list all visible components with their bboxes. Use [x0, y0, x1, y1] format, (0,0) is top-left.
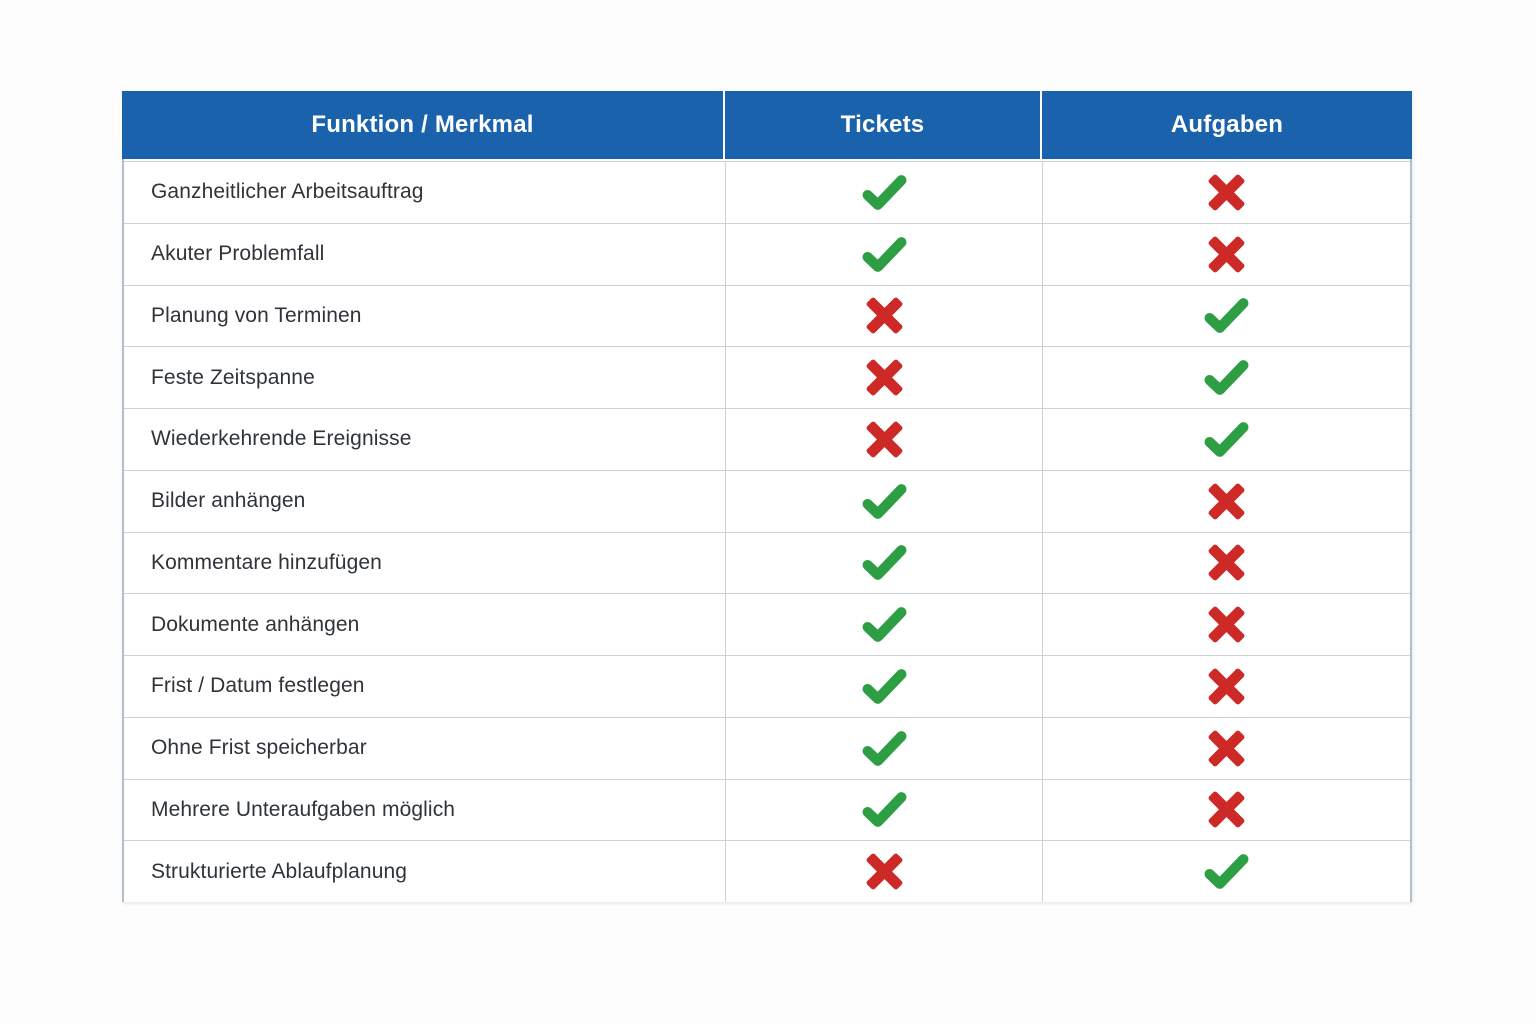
- check-icon: [862, 730, 906, 766]
- feature-label: Dokumente anhängen: [151, 612, 360, 636]
- table-row: Ohne Frist speicherbar: [124, 716, 1410, 779]
- cross-icon: [866, 359, 902, 396]
- cross-icon: [1208, 483, 1245, 520]
- check-icon: [862, 668, 906, 704]
- tickets-cell: [725, 223, 1042, 285]
- tickets-cell: [725, 594, 1042, 655]
- column-header-aufgaben: Aufgaben: [1040, 91, 1412, 159]
- table-row: Kommentare hinzufügen: [124, 531, 1410, 594]
- tickets-cell: [725, 347, 1042, 408]
- tickets-cell: [725, 656, 1042, 717]
- cross-icon: [1208, 606, 1245, 643]
- table-row: Feste Zeitspanne: [124, 346, 1410, 408]
- cross-icon: [866, 297, 902, 334]
- feature-label: Ganzheitlicher Arbeitsauftrag: [151, 180, 424, 204]
- cross-icon: [1208, 668, 1245, 705]
- aufgaben-cell: [1042, 656, 1410, 717]
- tickets-cell: [725, 717, 1042, 779]
- check-icon: [862, 792, 906, 828]
- aufgaben-cell: [1042, 717, 1410, 779]
- tickets-cell: [725, 779, 1042, 841]
- cross-icon: [1208, 791, 1245, 828]
- table-row: Planung von Terminen: [124, 284, 1410, 347]
- aufgaben-cell: [1042, 532, 1410, 594]
- aufgaben-cell: [1042, 409, 1410, 470]
- table-row: Wiederkehrende Ereignisse: [124, 408, 1410, 470]
- table-row: Ganzheitlicher Arbeitsauftrag: [124, 161, 1410, 223]
- check-icon: [862, 545, 906, 581]
- check-icon: [862, 607, 906, 643]
- table-row: Frist / Datum festlegen: [124, 655, 1410, 717]
- tickets-cell: [725, 841, 1042, 902]
- check-icon: [1204, 854, 1249, 890]
- check-icon: [1204, 360, 1249, 396]
- table-row: Strukturierte Ablaufplanung: [124, 840, 1410, 902]
- feature-label: Kommentare hinzufügen: [151, 550, 382, 574]
- table-row: Mehrere Unteraufgaben möglich: [124, 778, 1410, 841]
- feature-label: Bilder anhängen: [151, 489, 306, 513]
- cross-icon: [866, 421, 902, 458]
- aufgaben-cell: [1042, 594, 1410, 655]
- feature-label: Feste Zeitspanne: [151, 365, 315, 389]
- check-icon: [1204, 298, 1249, 334]
- check-icon: [862, 174, 906, 210]
- aufgaben-cell: [1042, 162, 1410, 223]
- feature-label: Planung von Terminen: [151, 303, 362, 327]
- cross-icon: [866, 853, 902, 890]
- cross-icon: [1208, 544, 1245, 581]
- aufgaben-cell: [1042, 841, 1410, 902]
- table-row: Bilder anhängen: [124, 469, 1410, 532]
- tickets-cell: [725, 409, 1042, 470]
- check-icon: [862, 236, 906, 272]
- table-header-row: Funktion / Merkmal Tickets Aufgaben: [122, 91, 1412, 159]
- tickets-cell: [725, 285, 1042, 347]
- check-icon: [862, 483, 906, 519]
- table-row: Dokumente anhängen: [124, 593, 1410, 655]
- feature-label: Strukturierte Ablaufplanung: [151, 859, 408, 883]
- aufgaben-cell: [1042, 779, 1410, 841]
- check-icon: [1204, 421, 1249, 457]
- tickets-cell: [725, 162, 1042, 223]
- column-header-tickets: Tickets: [723, 91, 1040, 159]
- table-row: Akuter Problemfall: [124, 222, 1410, 285]
- aufgaben-cell: [1042, 470, 1410, 532]
- cross-icon: [1208, 730, 1245, 767]
- tickets-cell: [725, 470, 1042, 532]
- aufgaben-cell: [1042, 285, 1410, 347]
- feature-comparison-table: Funktion / Merkmal Tickets Aufgaben Ganz…: [122, 91, 1412, 902]
- column-header-feature: Funktion / Merkmal: [122, 91, 723, 159]
- aufgaben-cell: [1042, 223, 1410, 285]
- feature-label: Akuter Problemfall: [151, 242, 325, 266]
- feature-label: Frist / Datum festlegen: [151, 674, 365, 698]
- feature-label: Mehrere Unteraufgaben möglich: [151, 797, 456, 821]
- tickets-cell: [725, 532, 1042, 594]
- cross-icon: [1208, 174, 1245, 211]
- cross-icon: [1208, 236, 1245, 273]
- aufgaben-cell: [1042, 347, 1410, 408]
- feature-label: Wiederkehrende Ereignisse: [151, 427, 412, 451]
- table-body: Ganzheitlicher Arbeitsauftrag Akuter Pro…: [124, 161, 1410, 902]
- feature-label: Ohne Frist speicherbar: [151, 736, 367, 760]
